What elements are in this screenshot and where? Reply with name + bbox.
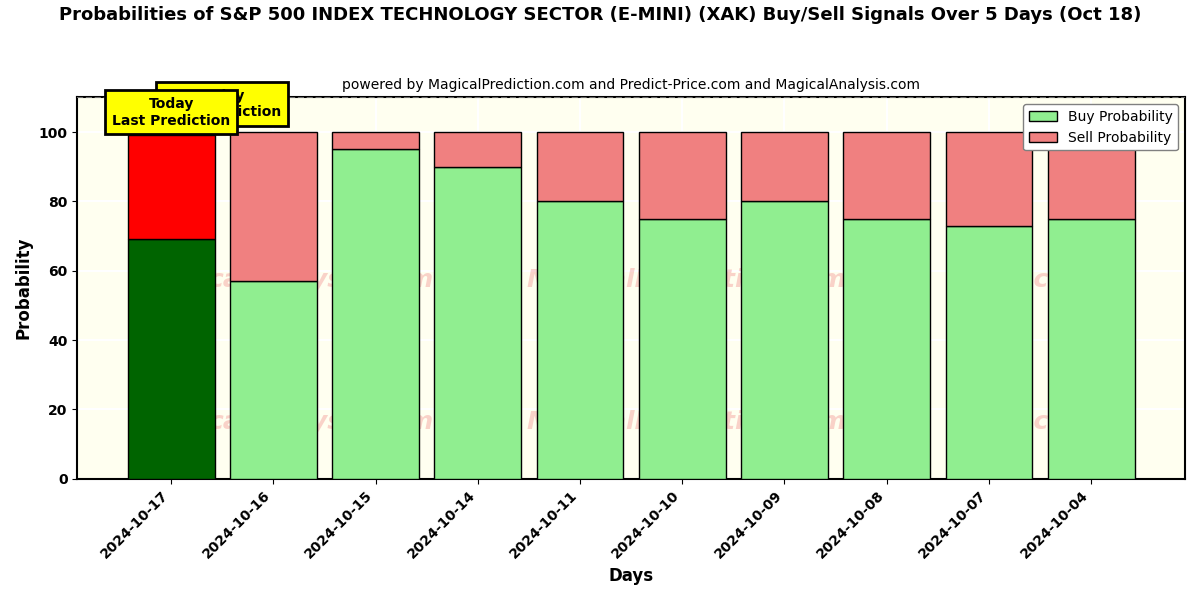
Text: iction.com: iction.com [946,410,1092,434]
Bar [230,132,317,281]
Text: iction.com: iction.com [946,268,1092,292]
Bar [332,149,419,479]
Bar [844,132,930,218]
Bar [332,132,419,149]
X-axis label: Days: Days [608,567,654,585]
Bar [536,202,624,479]
Bar [946,226,1032,479]
Bar [742,132,828,202]
Bar [127,239,215,479]
Text: Today
Last Prediction: Today Last Prediction [163,89,281,119]
Text: MagicalPrediction.com: MagicalPrediction.com [527,410,846,434]
Bar [536,132,624,202]
Bar [946,132,1032,226]
Bar [844,218,930,479]
Bar [1048,132,1135,218]
Bar [434,132,521,167]
Bar [742,202,828,479]
Bar [638,218,726,479]
Title: powered by MagicalPrediction.com and Predict-Price.com and MagicalAnalysis.com: powered by MagicalPrediction.com and Pre… [342,78,920,92]
Y-axis label: Probability: Probability [14,237,32,339]
Bar [434,167,521,479]
Text: Today
Last Prediction: Today Last Prediction [112,97,230,128]
Bar [1048,218,1135,479]
Text: calAnalysis.com: calAnalysis.com [209,410,433,434]
Bar [230,281,317,479]
Legend: Buy Probability, Sell Probability: Buy Probability, Sell Probability [1024,104,1178,151]
Bar [127,136,215,239]
Text: Probabilities of S&P 500 INDEX TECHNOLOGY SECTOR (E-MINI) (XAK) Buy/Sell Signals: Probabilities of S&P 500 INDEX TECHNOLOG… [59,6,1141,24]
Text: MagicalPrediction.com: MagicalPrediction.com [527,268,846,292]
Text: calAnalysis.com: calAnalysis.com [209,268,433,292]
Bar [638,132,726,218]
